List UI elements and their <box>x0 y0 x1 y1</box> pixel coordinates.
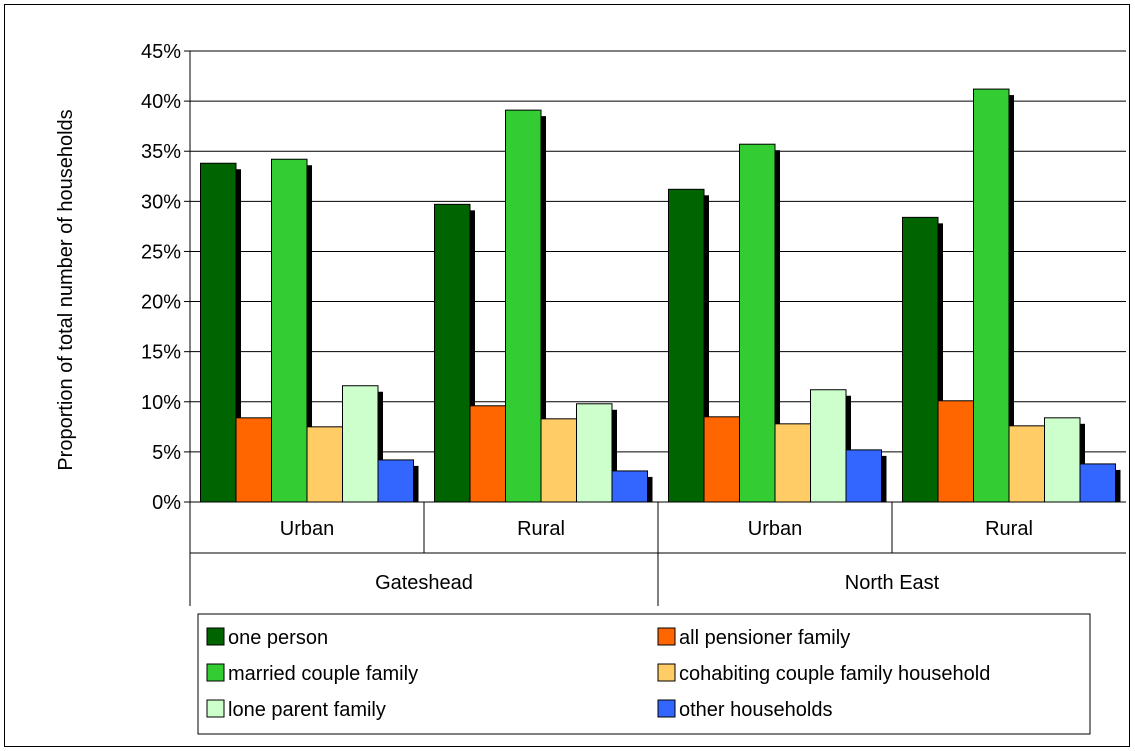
y-tick-label: 0% <box>152 492 181 514</box>
y-tick-label: 40% <box>141 91 181 113</box>
legend-swatch <box>206 627 225 646</box>
category-labels: Urban Rural Urban Rural Gateshead North East <box>280 518 1033 594</box>
bars <box>200 88 1121 503</box>
bar <box>902 216 939 503</box>
bar <box>235 417 272 503</box>
bar <box>810 389 847 503</box>
bar <box>540 418 577 503</box>
bar <box>611 470 648 503</box>
bar <box>505 109 542 503</box>
bar <box>703 416 740 503</box>
y-tick-label: 10% <box>141 392 181 414</box>
y-tick-label: 5% <box>152 442 181 464</box>
bar <box>469 405 506 503</box>
bar <box>1079 463 1116 503</box>
bar <box>973 88 1010 503</box>
bar <box>937 400 974 503</box>
bar <box>434 203 471 503</box>
bar <box>739 143 776 503</box>
x-category-label: Rural <box>985 518 1033 540</box>
legend-label: other households <box>679 699 832 721</box>
bar <box>774 423 811 503</box>
y-tick-label: 15% <box>141 342 181 364</box>
legend-label: all pensioner family <box>679 627 850 649</box>
legend-label: one person <box>228 627 328 649</box>
legend-label: cohabiting couple family household <box>679 663 990 685</box>
bar <box>1044 417 1081 503</box>
legend-label: married couple family <box>228 663 418 685</box>
y-tick-label: 35% <box>141 141 181 163</box>
bar <box>271 158 308 503</box>
x-category-label: Urban <box>280 518 334 540</box>
legend-swatch <box>657 663 676 682</box>
x-group-label: Gateshead <box>375 572 473 594</box>
legend: one person all pensioner family married co… <box>197 613 1091 735</box>
legend-box <box>197 613 1091 735</box>
bar <box>200 162 237 503</box>
x-category-label: Urban <box>748 518 802 540</box>
x-group-label: North East <box>845 572 940 594</box>
x-category-label: Rural <box>517 518 565 540</box>
legend-swatch <box>206 699 225 718</box>
y-tick-label: 20% <box>141 292 181 314</box>
bar <box>306 426 343 503</box>
bar <box>576 403 613 503</box>
bar <box>845 449 882 503</box>
y-tick-label: 30% <box>141 191 181 213</box>
legend-swatch <box>657 699 676 718</box>
legend-swatch <box>206 663 225 682</box>
bar <box>668 188 705 503</box>
bar <box>342 385 379 503</box>
axes <box>189 51 1126 606</box>
bar <box>377 459 414 503</box>
legend-label: lone parent family <box>228 699 386 721</box>
bar <box>1008 425 1045 503</box>
legend-swatch <box>657 627 676 646</box>
y-tick-label: 45% <box>141 41 181 63</box>
y-axis-label: Proportion of total number of households <box>55 109 77 470</box>
y-tick-labels: 0% 5% 10% 15% 20% 25% 30% 35% 40% 45% <box>141 41 181 514</box>
y-tick-label: 25% <box>141 241 181 263</box>
